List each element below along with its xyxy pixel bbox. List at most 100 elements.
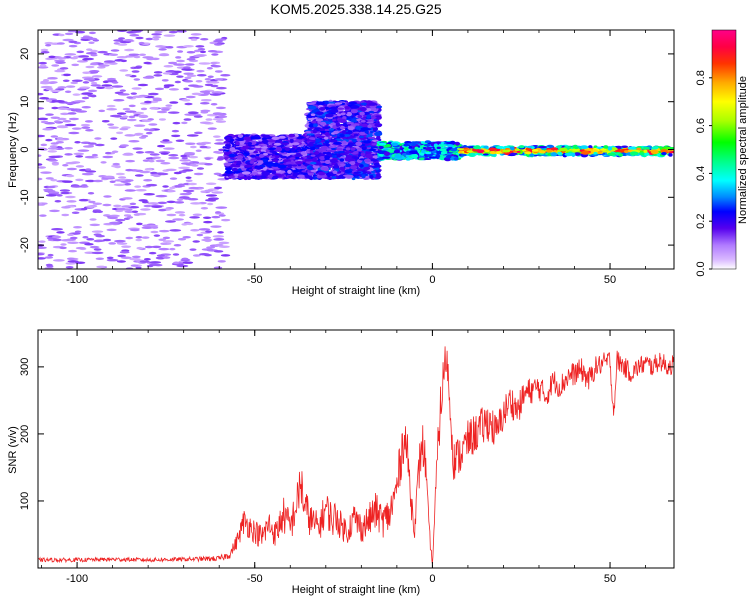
spectrogram-cell [138, 41, 145, 45]
spectrogram-cell [215, 138, 224, 142]
spectrogram-cell [111, 150, 119, 154]
spectrogram-cell [144, 168, 153, 171]
spectrogram-cell [101, 119, 110, 123]
spectrogram-cell [307, 105, 317, 110]
spectrogram-cell [460, 153, 467, 157]
colorbar-tick-label: 0.0 [695, 261, 707, 276]
spectrogram-cell [84, 155, 95, 159]
spectrogram-cell [136, 246, 143, 250]
spectrogram-cell [125, 236, 134, 240]
spectrogram-cell [215, 86, 227, 90]
spectrogram-cell [158, 208, 167, 212]
spectrogram-cell [70, 185, 83, 188]
spectrogram-cell [200, 98, 212, 102]
spectrogram-cell [669, 147, 674, 150]
spectrogram-cell [559, 148, 567, 152]
spectrogram-cell [104, 86, 114, 90]
spectrogram-cell [272, 159, 279, 163]
spectrogram-cell [197, 143, 206, 146]
spectrogram-cell [291, 144, 296, 148]
spectrogram-cell [235, 141, 240, 146]
spectrogram-cell [253, 150, 259, 154]
spectrogram-cell [291, 142, 300, 146]
spectrogram-cell [128, 53, 140, 56]
spectrogram-cell [149, 153, 160, 156]
spectrogram-cell [91, 230, 104, 233]
spectrogram-cell [102, 238, 112, 242]
spectrogram-cell [345, 166, 351, 170]
spectrogram-cell [40, 85, 53, 89]
spectrogram-cell [49, 209, 60, 213]
spectrogram-cell [243, 136, 253, 141]
x-tick-label: 50 [604, 573, 616, 585]
spectrogram-cell [119, 69, 129, 72]
spectrogram-cell [215, 106, 226, 110]
spectrogram-cell [63, 73, 71, 77]
spectrogram-cell [237, 134, 244, 138]
spectrogram-cell [96, 265, 106, 269]
spectrogram-cell [96, 86, 105, 90]
spectrogram-cell [305, 174, 312, 179]
spectrogram-cell [214, 78, 224, 81]
x-tick-label: -50 [247, 573, 263, 585]
spectrogram-cell [92, 210, 99, 213]
spectrogram-cell [350, 165, 358, 170]
spectrogram-cell [40, 51, 50, 54]
spectrogram-cell [122, 197, 133, 200]
spectrogram-cell [38, 163, 43, 166]
spectrogram-cell [151, 245, 162, 249]
spectrogram-cell [253, 134, 260, 137]
spectrogram-cell [143, 204, 152, 208]
spectrogram-cell [324, 131, 330, 137]
spectrogram-cell [125, 168, 134, 172]
spectrogram-cell [183, 66, 191, 69]
spectrogram-cell [213, 39, 223, 43]
spectrogram-cell [183, 79, 194, 83]
snr-frame [37, 329, 675, 569]
spectrogram-cell [133, 124, 146, 127]
spectrogram-cell [205, 118, 213, 121]
spectrogram-cell [241, 171, 251, 175]
spectrogram-cell [102, 155, 114, 159]
spectrogram-cell [324, 155, 331, 160]
spectrogram-cell [217, 231, 224, 234]
spectrogram-cell [239, 176, 248, 179]
spectrogram-cell [326, 150, 334, 153]
spectrogram-cell [405, 157, 411, 161]
spectrogram-cell [218, 115, 228, 119]
spectrogram-cell [661, 152, 667, 156]
spectrogram-cell [69, 56, 78, 60]
spectrogram-cell [81, 106, 91, 109]
spectrogram-cell [89, 218, 97, 221]
spectrogram-cell [378, 145, 384, 150]
spectrogram-cell [345, 154, 353, 159]
spectrogram-cell [339, 133, 345, 138]
spectrogram-cell [80, 123, 91, 127]
spectrogram-cell [125, 159, 136, 163]
spectrogram-cell [165, 168, 177, 172]
spectrogram-cell [146, 57, 156, 61]
spectrogram-cell [350, 105, 360, 109]
spectrogram-cell [89, 62, 99, 66]
spectrogram-cell [155, 194, 168, 198]
spectrogram-cell [340, 112, 346, 116]
y-tick-label: 0 [19, 146, 31, 152]
spectrogram-cell [428, 156, 438, 159]
spectrogram-cell [150, 226, 159, 229]
spectrogram-cell [200, 37, 209, 41]
spectrogram-cell [157, 201, 168, 205]
spectrogram-x-label: Height of straight line (km) [292, 285, 420, 297]
snr-series-line [38, 346, 674, 564]
spectrogram-cell [306, 133, 315, 136]
spectrogram-cell [67, 112, 77, 115]
spectrogram-cell [325, 151, 332, 155]
spectrogram-cell [322, 126, 331, 129]
spectrogram-cell [307, 127, 312, 130]
spectrogram-cell [38, 240, 46, 243]
spectrogram-cell [215, 120, 227, 123]
spectrogram-cell [148, 251, 157, 255]
spectrogram-cell [140, 208, 151, 211]
spectrogram-cell [178, 166, 191, 170]
